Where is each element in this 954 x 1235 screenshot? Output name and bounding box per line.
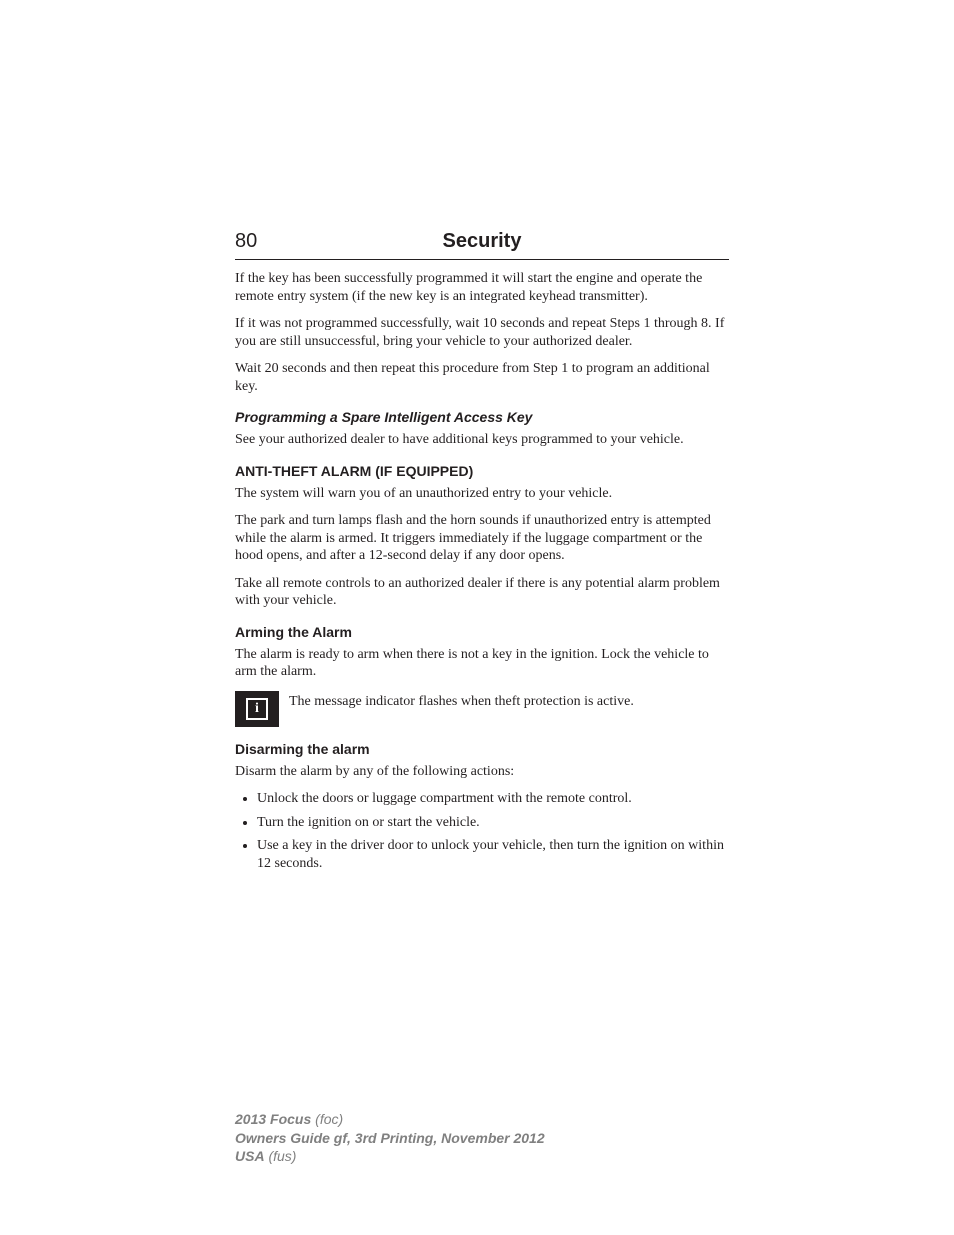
subheading-italic: Programming a Spare Intelligent Access K… xyxy=(235,409,729,425)
subheading-bold: Arming the Alarm xyxy=(235,624,729,640)
info-callout: i The message indicator flashes when the… xyxy=(235,691,729,727)
body-paragraph: Wait 20 seconds and then repeat this pro… xyxy=(235,360,729,395)
body-paragraph: The system will warn you of an unauthori… xyxy=(235,485,729,503)
body-paragraph: See your authorized dealer to have addit… xyxy=(235,431,729,449)
footer-region: USA xyxy=(235,1148,265,1164)
info-icon-glyph: i xyxy=(246,698,268,720)
info-icon: i xyxy=(235,691,279,727)
footer-code: (fus) xyxy=(265,1148,297,1164)
body-paragraph: If the key has been successfully program… xyxy=(235,270,729,305)
body-paragraph: Disarm the alarm by any of the following… xyxy=(235,763,729,781)
body-paragraph: The alarm is ready to arm when there is … xyxy=(235,646,729,681)
body-paragraph: The park and turn lamps flash and the ho… xyxy=(235,512,729,565)
body-paragraph: Take all remote controls to an authorize… xyxy=(235,575,729,610)
section-title: Security xyxy=(275,230,729,253)
footer-line: Owners Guide gf, 3rd Printing, November … xyxy=(235,1129,545,1147)
list-item: Turn the ignition on or start the vehicl… xyxy=(257,814,729,832)
footer-line: 2013 Focus (foc) xyxy=(235,1110,545,1128)
page-number: 80 xyxy=(235,230,275,253)
bullet-list: Unlock the doors or luggage compartment … xyxy=(235,790,729,872)
footer-model: 2013 Focus xyxy=(235,1111,311,1127)
document-page: 80 Security If the key has been successf… xyxy=(0,0,954,1235)
footer-line: USA (fus) xyxy=(235,1147,545,1165)
footer-code: (foc) xyxy=(311,1111,343,1127)
subheading-bold: Disarming the alarm xyxy=(235,741,729,757)
list-item: Use a key in the driver door to unlock y… xyxy=(257,837,729,872)
list-item: Unlock the doors or luggage compartment … xyxy=(257,790,729,808)
body-paragraph: If it was not programmed successfully, w… xyxy=(235,315,729,350)
info-callout-text: The message indicator flashes when theft… xyxy=(289,691,729,711)
section-heading: ANTI-THEFT ALARM (IF EQUIPPED) xyxy=(235,463,729,479)
page-footer: 2013 Focus (foc) Owners Guide gf, 3rd Pr… xyxy=(235,1110,545,1165)
page-header: 80 Security xyxy=(235,230,729,260)
